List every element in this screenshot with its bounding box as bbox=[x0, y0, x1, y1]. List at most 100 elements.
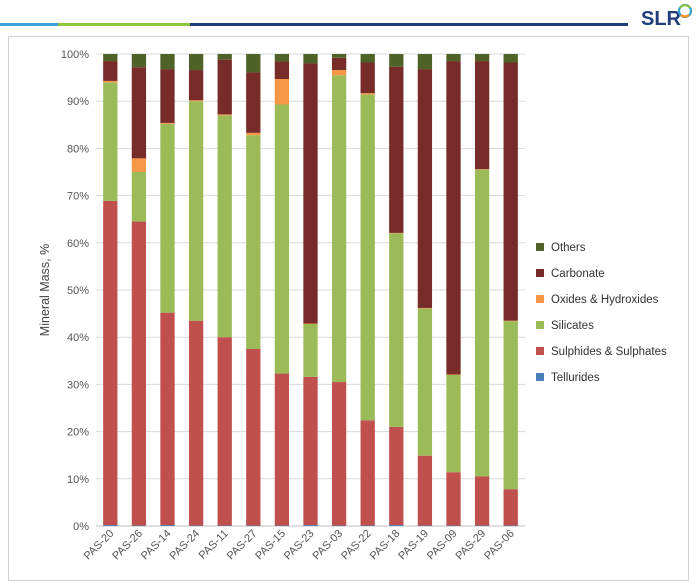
bar-segment bbox=[503, 54, 518, 63]
bar-segment bbox=[446, 54, 461, 62]
bar-segment bbox=[417, 455, 433, 526]
bar-segment bbox=[188, 320, 204, 526]
bar-segment bbox=[274, 54, 290, 62]
bar-segment bbox=[188, 101, 204, 321]
legend-swatch bbox=[536, 295, 544, 303]
legend-label: Others bbox=[551, 242, 586, 254]
bar-segment bbox=[389, 426, 404, 526]
bar-segment bbox=[131, 158, 147, 172]
x-tick-label: PAS-18 bbox=[368, 528, 403, 563]
bar-segment bbox=[303, 525, 318, 526]
bar-segment bbox=[160, 123, 175, 313]
bar-segment bbox=[389, 54, 404, 67]
bar-segment bbox=[503, 321, 518, 490]
header-bar: SLR bbox=[0, 3, 693, 30]
bar-segment bbox=[303, 323, 318, 377]
bar-segment bbox=[131, 172, 147, 222]
bar-segment bbox=[360, 94, 375, 421]
bar-segment bbox=[503, 62, 518, 321]
bar-segment bbox=[246, 132, 261, 136]
y-tick-label: 40% bbox=[67, 332, 89, 344]
bar-segment bbox=[360, 54, 375, 63]
bar-segment bbox=[188, 100, 204, 102]
x-tick-label: PAS-11 bbox=[197, 528, 231, 562]
bar-segment bbox=[246, 54, 261, 73]
bar-segment bbox=[389, 525, 404, 526]
bar-segment bbox=[103, 54, 118, 62]
bar-segment bbox=[188, 70, 204, 101]
bar-segment bbox=[274, 104, 290, 374]
bar-segment bbox=[160, 122, 175, 124]
slr-logo: SLR bbox=[641, 8, 682, 30]
legend-swatch bbox=[536, 269, 544, 277]
slr-logo-swirl-icon bbox=[677, 3, 693, 19]
bar-segment bbox=[303, 54, 318, 64]
bar-segment bbox=[331, 54, 347, 58]
bar-segment bbox=[446, 61, 461, 375]
bar-segment bbox=[103, 61, 118, 81]
bar-segment bbox=[103, 80, 118, 83]
y-tick-label: 80% bbox=[67, 143, 89, 155]
y-tick-label: 0% bbox=[73, 521, 89, 533]
bar-segment bbox=[160, 312, 175, 526]
x-axis-ticks: PAS-20PAS-26PAS-14PAS-24PAS-11PAS-27PAS-… bbox=[82, 528, 517, 563]
bar-segment bbox=[331, 382, 347, 526]
y-tick-label: 70% bbox=[67, 191, 89, 203]
bar-segment bbox=[274, 79, 290, 105]
legend-label: Sulphides & Sulphates bbox=[551, 346, 667, 358]
bar-segment bbox=[331, 75, 347, 383]
bar-segment bbox=[160, 69, 175, 123]
y-axis-title: Mineral Mass, % bbox=[38, 244, 52, 336]
legend-label: Silicates bbox=[551, 320, 594, 332]
bar-segment bbox=[246, 72, 261, 133]
bar-segment bbox=[303, 376, 318, 526]
x-tick-label: PAS-22 bbox=[339, 528, 374, 563]
bar-segment bbox=[274, 373, 290, 526]
bar-segment bbox=[103, 82, 118, 201]
bar-segment bbox=[246, 135, 261, 349]
bar-segment bbox=[246, 349, 261, 526]
legend-label: Tellurides bbox=[551, 372, 600, 384]
bar-segment bbox=[360, 93, 375, 95]
bar-segment bbox=[446, 472, 461, 526]
legend-swatch bbox=[536, 243, 544, 251]
x-tick-label: PAS-26 bbox=[110, 528, 145, 563]
bar-segment bbox=[331, 70, 347, 76]
stacked-bar-chart: 0% 10% 20% 30% 40% 50% 60% 70% 80% 90% 100% PAS-20… bbox=[38, 49, 667, 563]
x-tick-label: PAS-24 bbox=[168, 528, 203, 563]
legend-label: Carbonate bbox=[551, 268, 605, 280]
y-tick-label: 20% bbox=[67, 427, 89, 439]
bar-segment bbox=[160, 54, 175, 70]
x-tick-label: PAS-19 bbox=[396, 528, 431, 563]
bar-segment bbox=[474, 476, 490, 526]
legend-swatch bbox=[536, 347, 544, 355]
legend-label: Oxides & Hydroxides bbox=[551, 294, 659, 306]
bars bbox=[103, 54, 518, 526]
x-tick-label: PAS-27 bbox=[225, 528, 260, 563]
bar-segment bbox=[217, 54, 232, 60]
bar-segment bbox=[217, 59, 232, 115]
y-axis-ticks: 0% 10% 20% 30% 40% 50% 60% 70% 80% 90% 100% bbox=[61, 49, 89, 533]
x-tick-label: PAS-14 bbox=[139, 528, 174, 563]
bar-segment bbox=[360, 420, 375, 526]
bar-segment bbox=[188, 54, 204, 71]
bar-segment bbox=[331, 57, 347, 71]
bar-segment bbox=[103, 525, 118, 526]
x-tick-label: PAS-29 bbox=[454, 528, 489, 563]
bar-segment bbox=[389, 233, 404, 427]
y-tick-label: 10% bbox=[67, 474, 89, 486]
bar-segment bbox=[131, 54, 147, 68]
bar-segment bbox=[274, 61, 290, 80]
legend-swatch bbox=[536, 321, 544, 329]
bar-segment bbox=[389, 66, 404, 233]
bar-segment bbox=[303, 63, 318, 324]
y-tick-label: 90% bbox=[67, 96, 89, 108]
bar-segment bbox=[474, 169, 490, 477]
x-tick-label: PAS-06 bbox=[482, 528, 517, 563]
x-tick-label: PAS-23 bbox=[282, 528, 317, 563]
bar-segment bbox=[103, 200, 118, 526]
bar-segment bbox=[446, 374, 461, 473]
bar-segment bbox=[417, 308, 433, 456]
bar-segment bbox=[217, 337, 232, 526]
bar-segment bbox=[503, 489, 518, 526]
